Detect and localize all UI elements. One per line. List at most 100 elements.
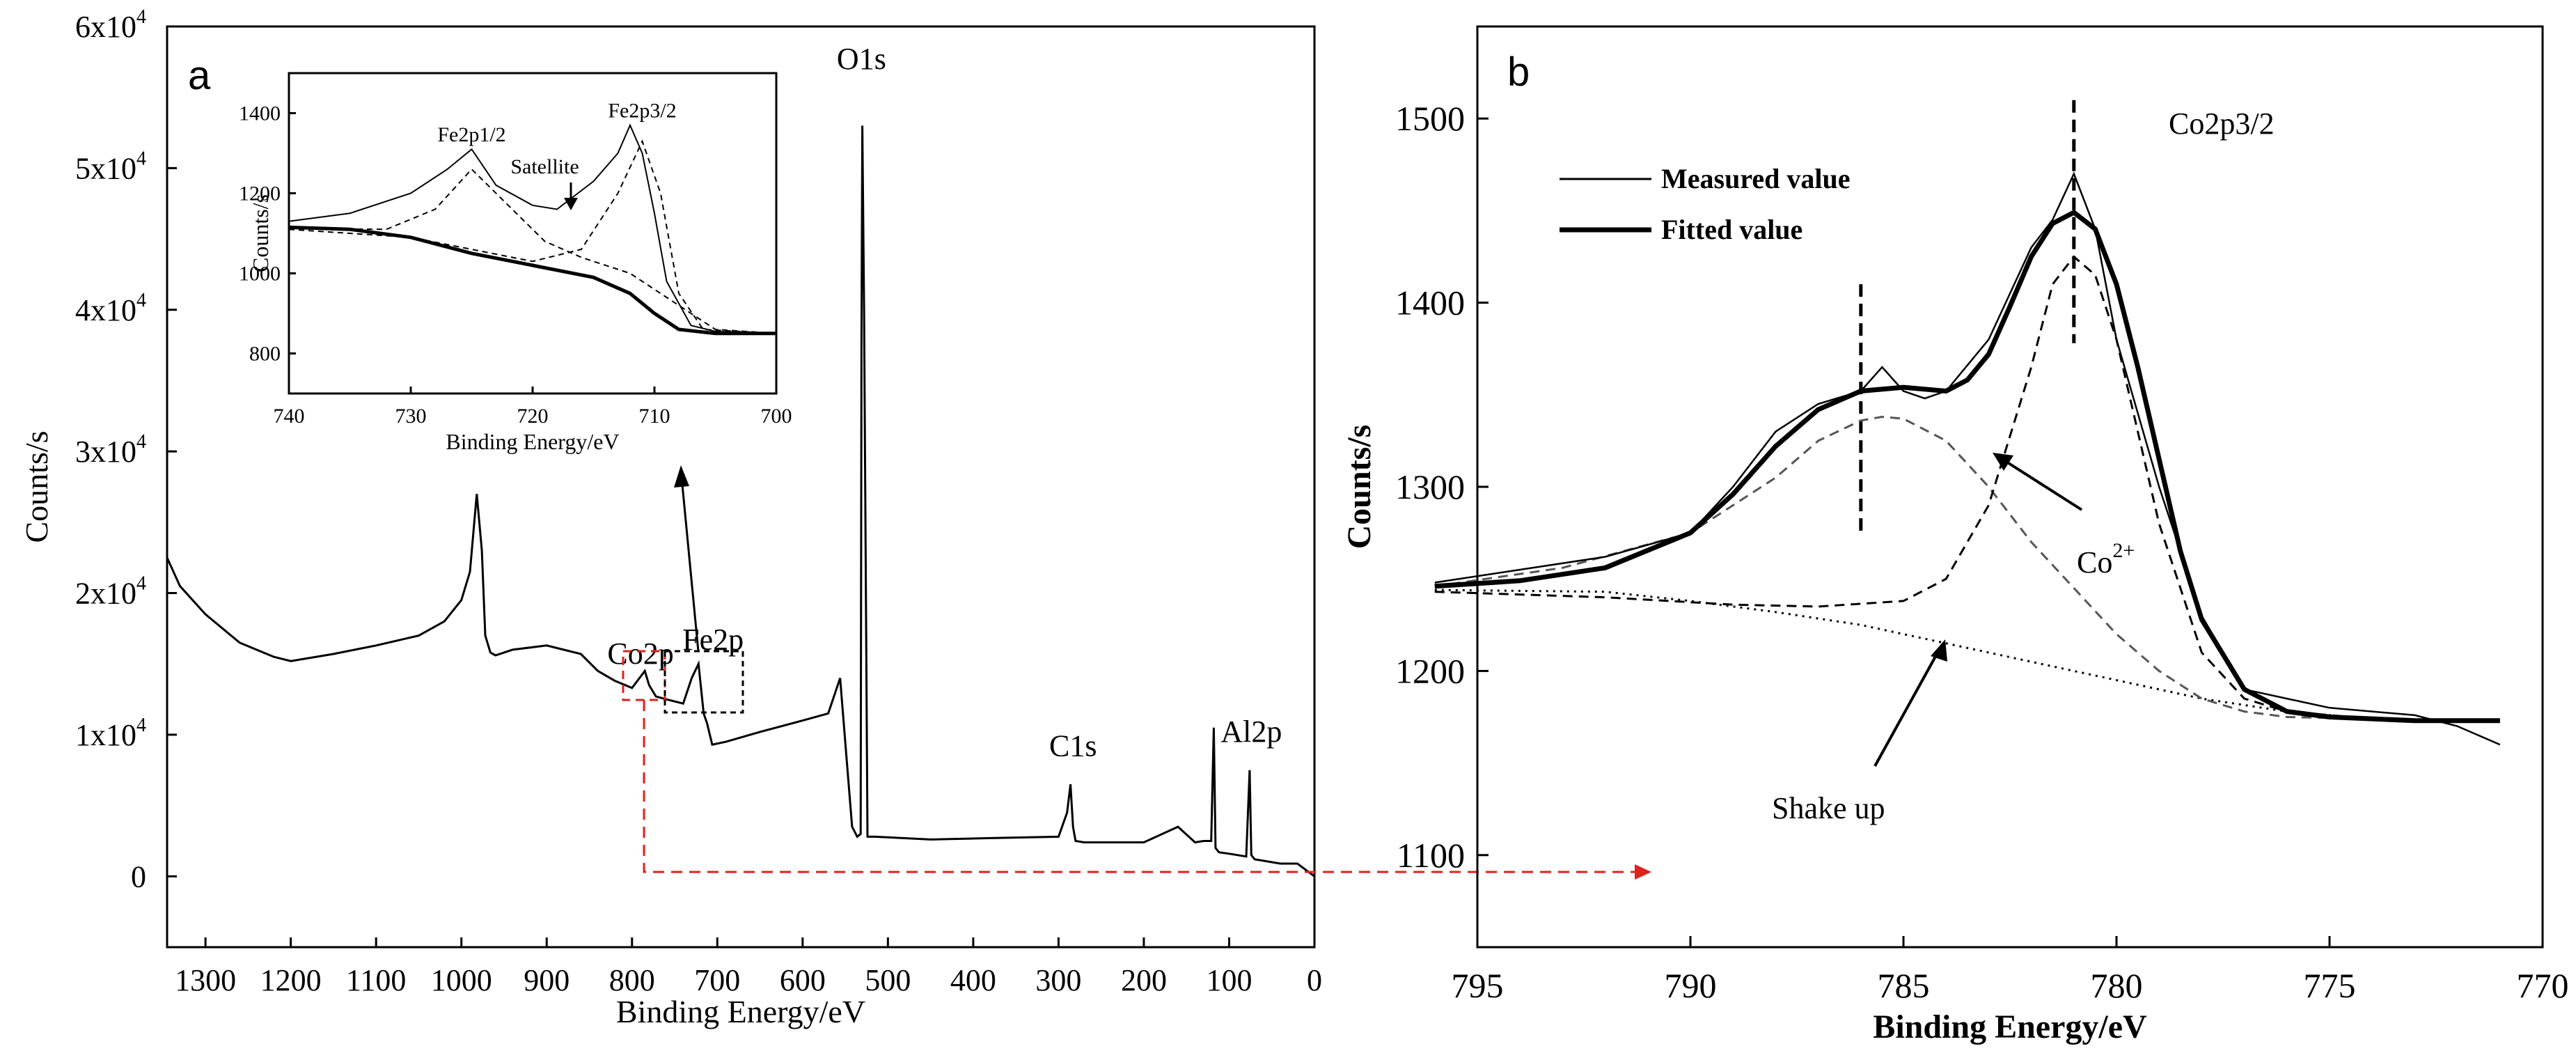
- panel-a-y-tick-label: 6x104: [75, 6, 146, 44]
- co2-plus-arrow: [2000, 457, 2083, 511]
- shake-up-arrowhead: [1931, 639, 1947, 662]
- fe2p-inset-chart: 740 730 720 710 700 800 1000 1200 1400 Fe2p1/2S…: [239, 72, 792, 454]
- inset-peak-label: Satellite: [510, 155, 579, 178]
- panel-a-x-tick-label: 100: [1206, 963, 1252, 997]
- panel-b-shakeup-component: [1434, 415, 2500, 722]
- panel-b-measured-line: [1434, 171, 2501, 746]
- panel-a-survey-chart: 1300 1200 1100 1000 900 800 700 600 500 400 300 200…: [19, 6, 1651, 1029]
- inset-x-tick-label: 700: [761, 405, 792, 428]
- panel-b-co2p-chart: 795 790 785 780 775 770 11001200130014001500 …: [1341, 25, 2569, 1045]
- panel-a-y-tick-label: 0: [131, 859, 146, 894]
- panel-a-spectrum-line: [166, 125, 1315, 878]
- panel-b-plot-frame: [1476, 25, 2544, 949]
- legend-measured-label: Measured value: [1661, 163, 1850, 194]
- panel-a-y-tick-label: 4x104: [75, 290, 146, 327]
- panel-a-x-tick-label: 600: [780, 963, 826, 997]
- fe2p-to-inset-arrow: [680, 469, 700, 652]
- panel-a-peak-label: Co2p: [607, 637, 673, 671]
- fe2p-inset-background-line: [288, 225, 776, 336]
- fe2p-inset-frame: [288, 72, 778, 395]
- fe2p-inset-y-axis-title: Counts/s: [248, 194, 273, 272]
- panel-b-x-tick-label: 775: [2304, 966, 2356, 1005]
- co2p-to-panel-b-connector: [643, 700, 1640, 873]
- inset-x-tick-label: 740: [274, 405, 305, 428]
- panel-a-x-tick-label: 0: [1307, 963, 1322, 997]
- panel-a-x-tick-label: 1200: [260, 963, 322, 997]
- fe2p-inset-fe2p32-component: [288, 139, 777, 334]
- panel-a-x-tick-label: 400: [950, 963, 996, 997]
- panel-a-x-tick-label: 500: [865, 963, 911, 997]
- panel-a-peak-label: C1s: [1049, 728, 1097, 763]
- panel-b-legend: Measured value Fitted value: [1560, 163, 1850, 245]
- fe2p-inset-measured-line: [288, 123, 777, 334]
- panel-a-x-tick-label: 1100: [346, 963, 406, 997]
- panel-a-x-tick-label: 200: [1121, 963, 1167, 997]
- panel-a-x-tick-label: 300: [1035, 963, 1081, 997]
- panel-a-x-tick-label: 800: [609, 963, 655, 997]
- panel-a-y-axis-title: Counts/s: [19, 430, 54, 543]
- inset-peak-label: Fe2p1/2: [437, 123, 505, 146]
- panel-b-x-tick-label: 780: [2091, 966, 2143, 1005]
- panel-b-y-ticks: 1100 1200 1300 1400 1500: [1395, 99, 1489, 875]
- panel-a-y-tick-label: 5x104: [75, 148, 146, 185]
- fe2p-zoom-box: [663, 650, 744, 714]
- panel-b-x-tick-label: 785: [1878, 966, 1930, 1005]
- panel-b-x-ticks: 795 790 785 780 775 770: [1452, 936, 2569, 1005]
- panel-b-title: Co2p3/2: [2169, 107, 2275, 141]
- fe2p-inset-x-axis-title: Binding Energy/eV: [446, 429, 619, 454]
- panel-b-background-line: [1434, 589, 2500, 722]
- panel-b-co2-component: [1434, 255, 2500, 722]
- inset-x-tick-label: 720: [517, 405, 549, 428]
- panel-a-y-ticks: 0 1x104 2x104 3x104 4x104 5x104 6x104: [75, 6, 177, 894]
- shake-up-arrow: [1874, 647, 1942, 767]
- panel-a-peak-label: Al2p: [1220, 715, 1282, 749]
- inset-x-tick-label: 730: [395, 405, 427, 428]
- panel-a-y-tick-label: 2x104: [75, 573, 146, 611]
- fe2p-to-inset-arrowhead: [674, 465, 689, 488]
- connector-arrowhead: [1635, 864, 1651, 880]
- panel-b-y-tick-label: 1400: [1395, 283, 1465, 322]
- co2-plus-label-superscript: 2+: [2112, 539, 2135, 562]
- panel-b-x-tick-label: 770: [2517, 966, 2569, 1005]
- panel-b-fitted-line: [1434, 209, 2500, 724]
- panel-a-letter: a: [188, 53, 211, 98]
- panel-a-peak-label: O1s: [837, 42, 886, 76]
- panel-b-reference-lines: [1859, 100, 2076, 533]
- inset-x-tick-label: 710: [639, 405, 670, 428]
- inset-y-tick-label: 1000: [239, 263, 281, 286]
- panel-b-x-axis-title: Binding Energy/eV: [1873, 1008, 2147, 1045]
- panel-a-plot-frame: [166, 25, 1316, 949]
- legend-fitted-label: Fitted value: [1661, 214, 1803, 245]
- panel-a-x-tick-label: 1300: [175, 963, 236, 997]
- fe2p-inset-x-ticks: 740 730 720 710 700: [274, 387, 792, 428]
- panel-a-x-axis-title: Binding Energy/eV: [616, 994, 865, 1029]
- satellite-arrowhead: [564, 198, 578, 210]
- panel-b-y-axis-title: Counts/s: [1341, 425, 1378, 550]
- inset-y-tick-label: 1400: [239, 102, 281, 125]
- co2-plus-label: Co2+: [2077, 539, 2135, 579]
- shake-up-label: Shake up: [1772, 791, 1885, 825]
- panel-b-y-tick-label: 1200: [1395, 651, 1465, 690]
- panel-a-y-tick-label: 1x104: [75, 715, 146, 752]
- fe2p-inset-fe2p12-component: [288, 168, 777, 334]
- inset-peak-label: Fe2p3/2: [608, 99, 676, 122]
- panel-b-letter: b: [1507, 49, 1530, 95]
- panel-a-x-tick-label: 1000: [431, 963, 492, 997]
- panel-b-y-tick-label: 1100: [1397, 836, 1465, 875]
- panel-b-y-tick-label: 1500: [1395, 99, 1465, 138]
- panel-b-y-tick-label: 1300: [1395, 467, 1465, 506]
- inset-y-tick-label: 1200: [239, 182, 281, 205]
- panel-a-y-tick-label: 3x104: [75, 431, 146, 469]
- co2-plus-arrowhead: [1993, 453, 2013, 471]
- panel-b-x-tick-label: 790: [1665, 966, 1717, 1005]
- panel-b-x-tick-label: 795: [1452, 966, 1504, 1005]
- panel-a-x-tick-label: 900: [524, 963, 570, 997]
- fe2p-inset-y-ticks: 800 1000 1200 1400: [239, 102, 296, 366]
- panel-a-x-ticks: 1300 1200 1100 1000 900 800 700 600 500 400 300 200…: [175, 937, 1322, 997]
- co2-plus-label-base: Co: [2077, 545, 2112, 579]
- inset-y-tick-label: 800: [249, 343, 281, 366]
- panel-a-x-tick-label: 700: [694, 963, 740, 997]
